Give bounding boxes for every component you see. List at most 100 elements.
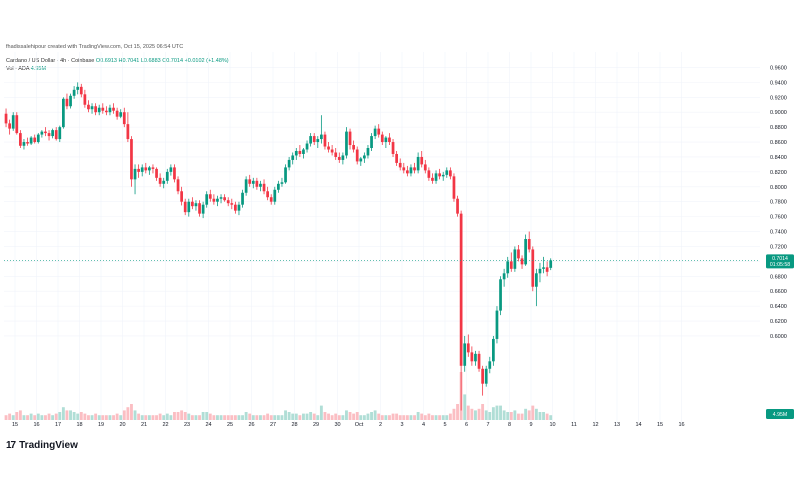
creator-credit: fhadissalehipour created with TradingVie… <box>6 44 184 50</box>
price-tick-label: 0.6600 <box>770 289 787 295</box>
candle-body <box>513 249 517 269</box>
time-axis[interactable]: 15 16 17 18 19 20 21 22 23 24 25 26 27 28 29 30 Oct 2 3 4 5 6… <box>12 422 685 428</box>
candle-body <box>69 95 72 107</box>
volume-bar <box>506 412 510 420</box>
volume-bar <box>355 412 359 420</box>
volume-bar <box>83 413 87 420</box>
candle-body <box>388 137 391 143</box>
candle-body <box>90 106 94 110</box>
candle-body <box>287 159 291 168</box>
candle-body <box>506 261 510 274</box>
candle-body <box>47 133 51 137</box>
volume-bar <box>302 413 305 420</box>
volume-bar <box>413 415 416 420</box>
symbol-name[interactable]: Cardano / US Dollar · 4h · Coinbase <box>6 58 95 64</box>
time-tick-label: 8 <box>508 422 511 428</box>
volume-bar <box>72 412 76 420</box>
candle-body <box>363 155 366 159</box>
volume-bar <box>79 412 83 420</box>
candle-body <box>323 134 327 147</box>
candle-body <box>420 156 424 165</box>
time-tick-label: 3 <box>400 422 403 428</box>
candle-body <box>105 110 108 113</box>
volume-bar <box>108 415 112 420</box>
candle-body <box>445 170 449 175</box>
time-tick-label: 9 <box>529 422 532 428</box>
volume-bar <box>198 415 201 420</box>
volume-bar <box>61 407 65 420</box>
candle-body <box>212 198 216 202</box>
candle-body <box>248 179 252 184</box>
candle-body <box>409 167 413 174</box>
candle-body <box>40 131 44 135</box>
volume-bar <box>205 412 209 420</box>
volume-bar <box>69 410 72 420</box>
candle-body <box>187 201 191 213</box>
volume-bar <box>531 405 535 420</box>
volume-tag-box <box>766 409 794 419</box>
time-tick-label: 16 <box>33 422 39 428</box>
candle-body <box>194 203 198 207</box>
time-tick-label: 5 <box>443 422 446 428</box>
volume-bar <box>33 415 37 420</box>
time-tick-label: 12 <box>592 422 598 428</box>
volume-bar <box>194 415 198 420</box>
candle-body <box>370 136 373 149</box>
time-tick-label: 25 <box>227 422 233 428</box>
volume-bar <box>201 412 205 420</box>
volume-bar <box>104 415 108 420</box>
candle-body <box>62 98 65 128</box>
volume-bar <box>377 413 381 420</box>
candle-body <box>452 176 456 199</box>
volume-bar <box>520 413 524 420</box>
candle-body <box>4 113 8 124</box>
volume-bar <box>11 415 15 420</box>
volume-bar <box>391 413 395 420</box>
candle-body <box>87 104 90 110</box>
volume-bar <box>452 408 456 420</box>
volume-bar <box>187 413 191 420</box>
volume-value: 4.95M <box>30 66 47 72</box>
candle-body <box>524 239 527 265</box>
price-tag-value: 0.7014 <box>772 256 788 262</box>
volume-bar <box>4 415 8 420</box>
volume-bar <box>173 412 176 420</box>
volume-bar <box>291 413 295 420</box>
time-tick-label: 22 <box>162 422 168 428</box>
candle-body <box>251 180 255 184</box>
volume-bar <box>545 413 549 420</box>
volume-bar <box>434 415 438 420</box>
candle-body <box>535 273 538 287</box>
price-chart[interactable]: 0.9600 0.9400 0.9200 0.9000 0.8800 0.8600 0.84… <box>0 0 800 440</box>
time-tick-label: 18 <box>76 422 82 428</box>
volume-bar <box>319 405 323 420</box>
volume-bar <box>527 410 531 420</box>
volume-bar <box>445 415 449 420</box>
price-tick-label: 0.9200 <box>770 95 787 101</box>
price-tick-label: 0.9000 <box>770 110 787 116</box>
candle-body <box>244 179 248 193</box>
candle-body <box>355 149 359 162</box>
tradingview-logo-icon: 17 <box>6 440 16 451</box>
price-tick-label: 0.6400 <box>770 304 787 310</box>
volume-bar <box>101 415 105 420</box>
candle-body <box>151 167 155 169</box>
volume-bar <box>65 410 69 420</box>
time-tick-label: 21 <box>141 422 147 428</box>
volume-bar <box>176 412 180 420</box>
price-axis[interactable]: 0.9600 0.9400 0.9200 0.9000 0.8800 0.8600 0.84… <box>770 65 787 340</box>
tradingview-logo[interactable]: 17 TradingView <box>6 440 78 451</box>
volume-bar <box>298 415 302 420</box>
time-tick-label: 7 <box>486 422 489 428</box>
volume-bar <box>380 415 384 420</box>
candle-body <box>201 204 205 214</box>
candle-body <box>406 170 409 174</box>
volume-bar <box>219 415 223 420</box>
symbol-legend[interactable]: Cardano / US Dollar · 4h · Coinbase O0.6… <box>6 58 229 64</box>
volume-bar <box>316 415 320 420</box>
volume-bar <box>180 410 184 420</box>
volume-bar <box>58 412 62 420</box>
time-tick-label: 24 <box>205 422 211 428</box>
volume-bar <box>47 413 51 420</box>
volume-legend[interactable]: Vol · ADA 4.95M <box>6 66 46 72</box>
